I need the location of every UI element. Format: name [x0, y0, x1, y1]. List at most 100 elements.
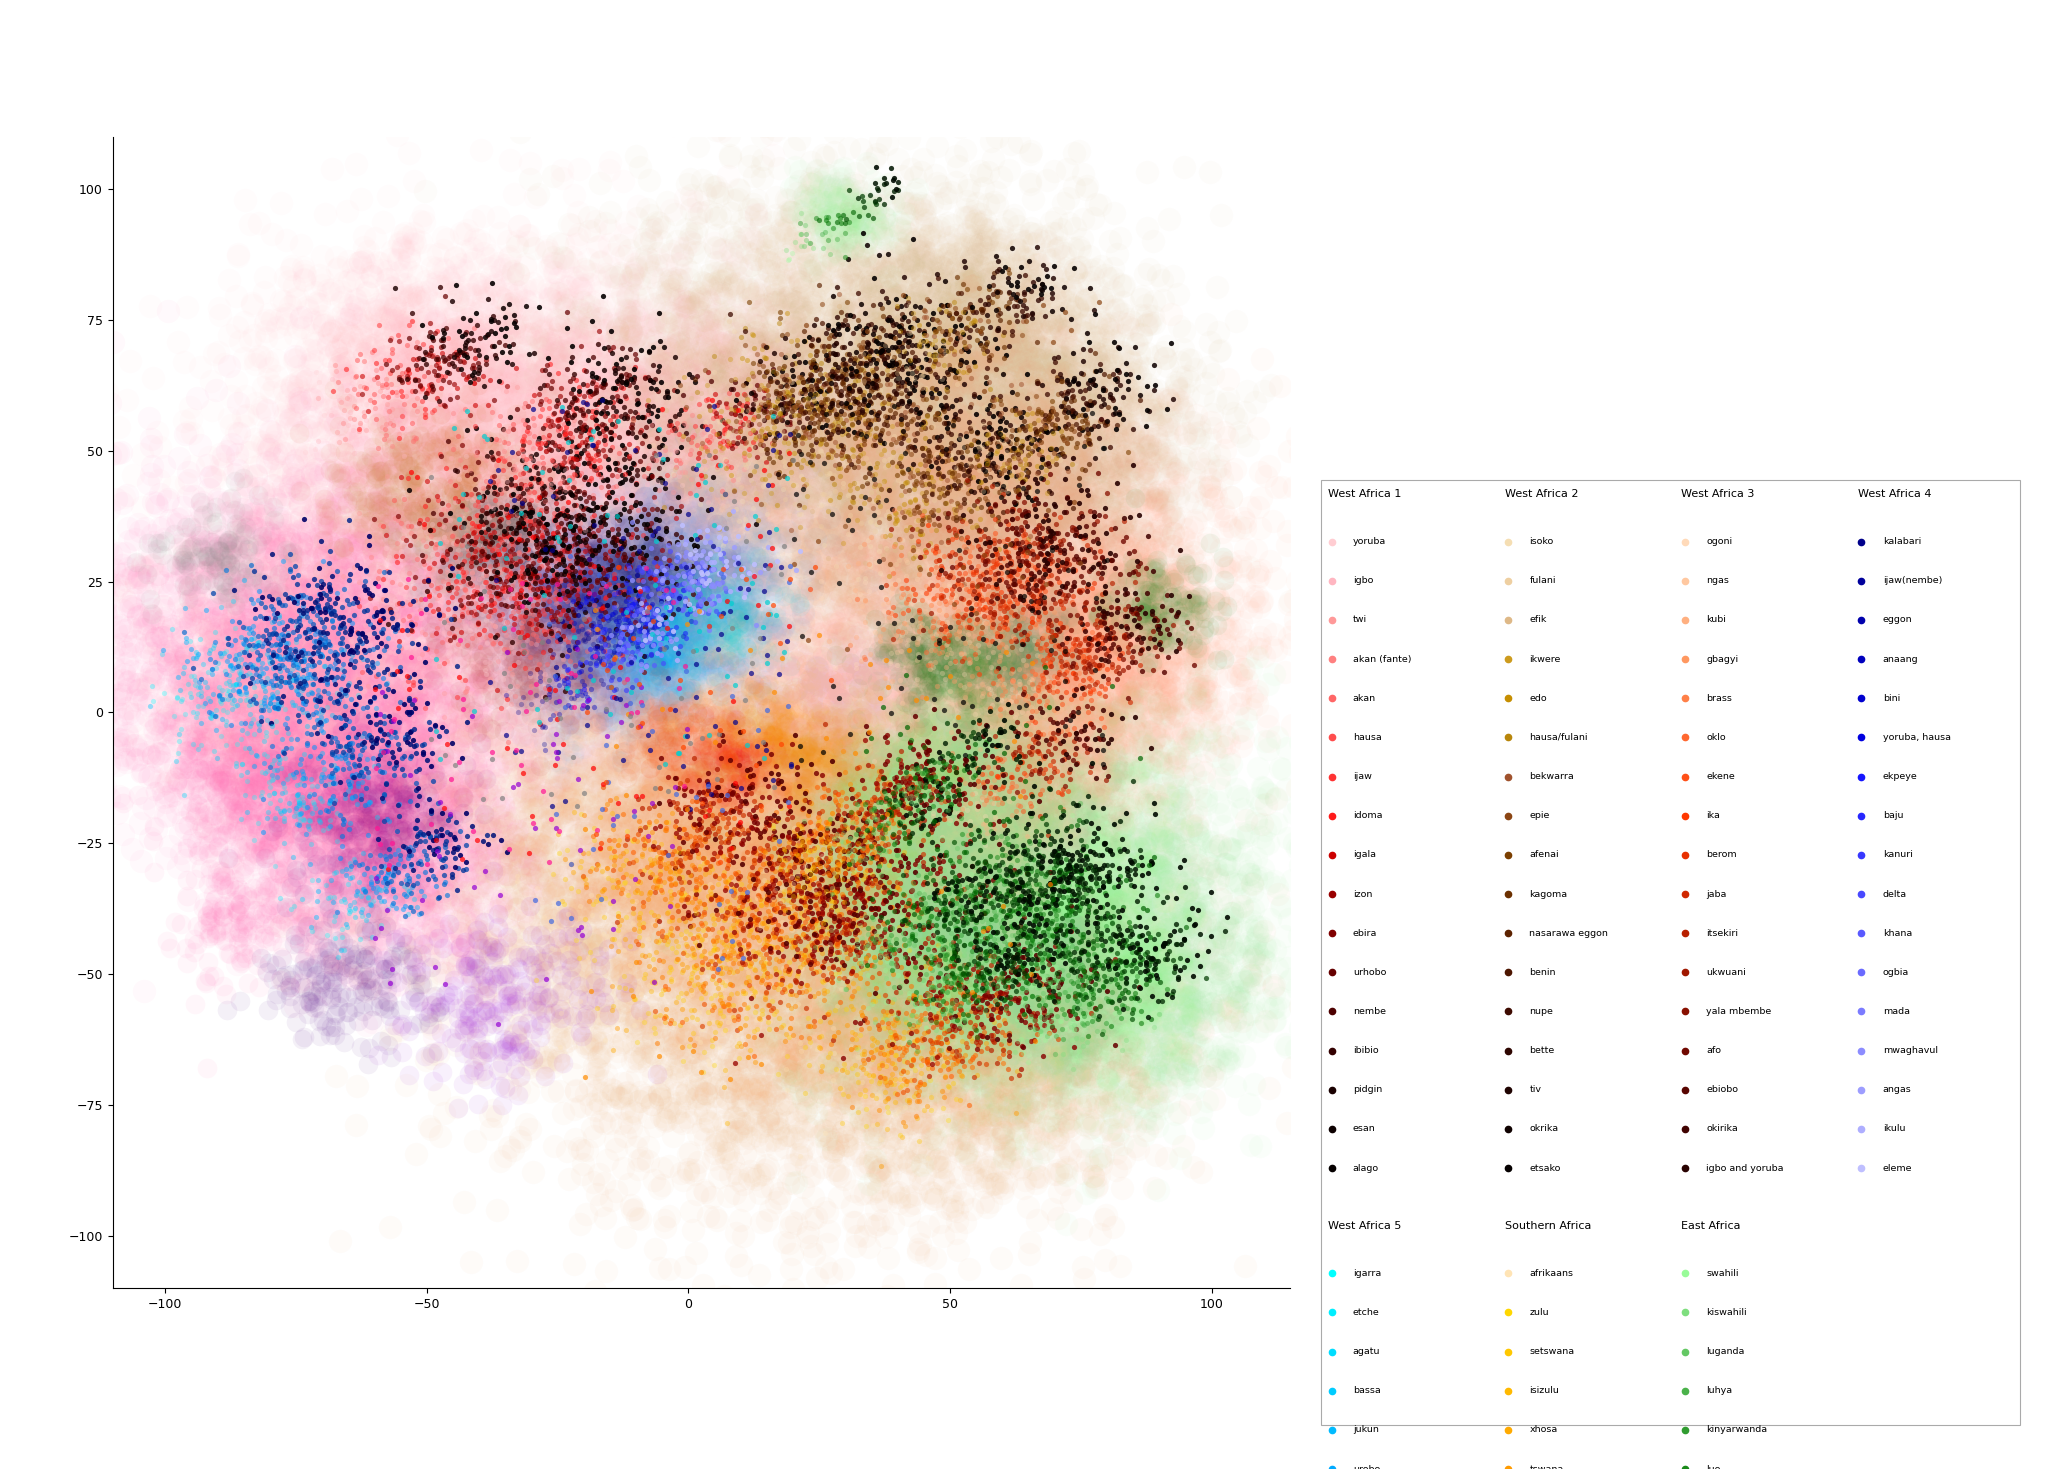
Point: [463, 510, 496, 533]
Point: [254, 792, 287, 815]
Point: [524, 457, 557, 480]
Point: [301, 805, 334, 829]
Point: [1042, 521, 1075, 545]
Point: [756, 144, 788, 167]
Point: [557, 848, 590, 871]
Point: [1004, 533, 1036, 557]
Point: [938, 269, 971, 292]
Point: [387, 450, 420, 473]
Point: [322, 682, 354, 705]
Point: [604, 461, 637, 485]
Point: [961, 946, 993, 970]
Point: [961, 660, 993, 683]
Point: [588, 404, 621, 427]
Point: [1028, 965, 1061, 989]
Point: [547, 579, 580, 602]
Point: [825, 533, 858, 557]
Point: [281, 695, 313, 718]
Point: [688, 1180, 721, 1203]
Point: [645, 470, 678, 494]
Point: [252, 783, 285, 806]
Point: [971, 461, 1004, 485]
Point: [879, 335, 911, 358]
Point: [338, 441, 371, 464]
Point: [956, 921, 989, 945]
Point: [500, 545, 532, 569]
Point: [1061, 610, 1094, 633]
Point: [952, 498, 985, 521]
Point: [811, 366, 844, 389]
Point: [365, 403, 397, 426]
Point: [1102, 829, 1135, 852]
Point: [358, 808, 391, 831]
Point: [678, 403, 711, 426]
Point: [573, 420, 606, 444]
Point: [659, 273, 692, 297]
Point: [616, 571, 649, 595]
Point: [283, 708, 315, 732]
Point: [852, 364, 885, 388]
Point: [774, 827, 807, 851]
Point: [819, 234, 852, 257]
Point: [780, 801, 813, 824]
Point: [610, 400, 643, 423]
Point: [541, 569, 573, 592]
Point: [516, 858, 549, 881]
Point: [203, 690, 236, 714]
Point: [950, 689, 983, 712]
Point: [1094, 814, 1126, 837]
Point: [444, 755, 477, 779]
Point: [930, 636, 963, 660]
Point: [938, 940, 971, 964]
Point: [651, 586, 684, 610]
Point: [1014, 614, 1047, 638]
Point: [453, 507, 485, 530]
Point: [999, 849, 1032, 873]
Point: [1075, 392, 1108, 416]
Point: [883, 770, 915, 793]
Point: [950, 663, 983, 686]
Point: [573, 546, 606, 570]
Point: [1001, 329, 1034, 353]
Point: [893, 779, 926, 802]
Point: [528, 536, 561, 560]
Point: [741, 303, 774, 326]
Point: [479, 521, 512, 545]
Point: [1026, 1008, 1059, 1031]
Point: [756, 849, 788, 873]
Point: [1012, 757, 1044, 780]
Point: [1202, 925, 1235, 949]
Point: [555, 961, 588, 984]
Point: [1137, 558, 1169, 582]
Point: [901, 348, 934, 372]
Point: [741, 400, 774, 423]
Point: [911, 260, 944, 284]
Point: [305, 861, 338, 884]
Point: [891, 643, 924, 667]
Point: [1094, 952, 1126, 975]
Point: [868, 549, 901, 573]
Point: [440, 790, 473, 814]
Point: [621, 497, 653, 520]
Point: [748, 331, 780, 354]
Point: [272, 755, 305, 779]
Point: [549, 504, 582, 527]
Point: [238, 611, 270, 635]
Point: [467, 642, 500, 665]
Point: [260, 818, 293, 842]
Point: [166, 683, 199, 707]
Point: [725, 1093, 758, 1116]
Point: [457, 436, 489, 460]
Point: [590, 660, 623, 683]
Point: [356, 823, 389, 846]
Point: [604, 862, 637, 886]
Point: [600, 786, 633, 809]
Point: [864, 824, 897, 848]
Point: [573, 529, 606, 552]
Point: [895, 614, 928, 638]
Point: [727, 427, 760, 451]
Point: [573, 673, 606, 696]
Point: [1014, 1008, 1047, 1031]
Point: [836, 805, 868, 829]
Point: [461, 558, 494, 582]
